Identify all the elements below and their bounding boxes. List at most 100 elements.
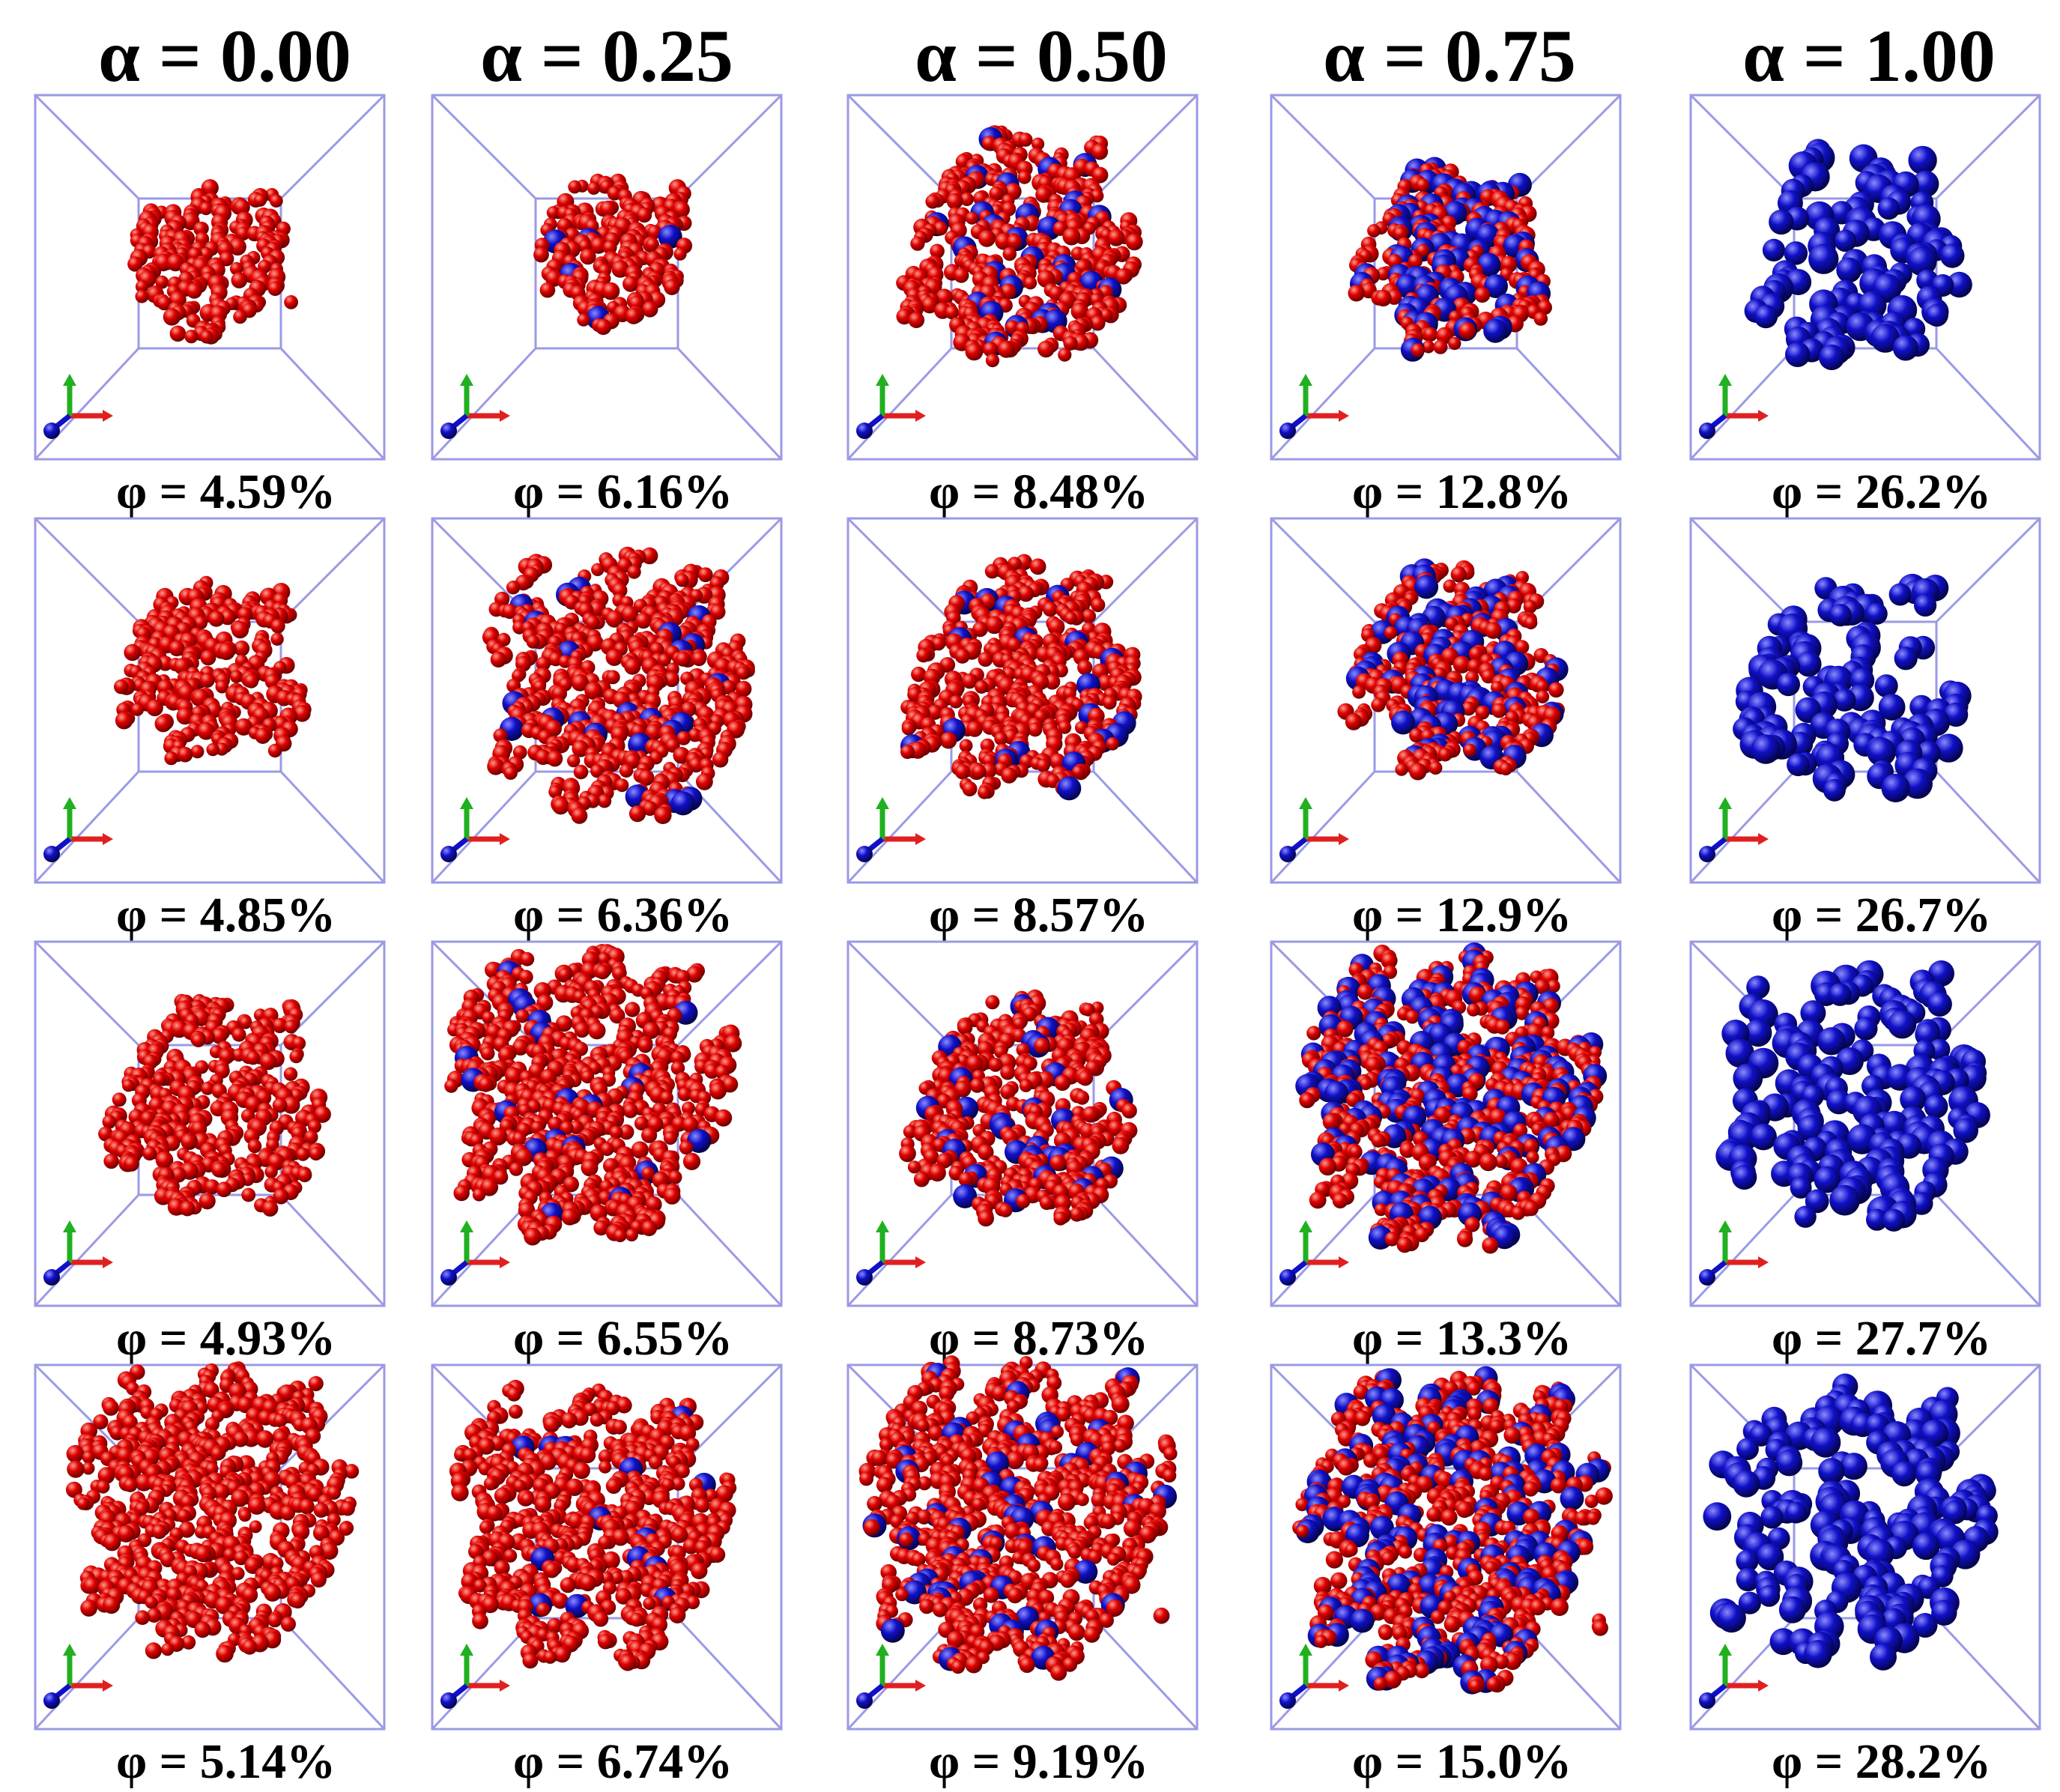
red-particle [478, 1077, 494, 1092]
red-particle [965, 342, 984, 361]
red-particle [556, 1015, 572, 1032]
red-particle [966, 1055, 984, 1073]
red-particle [253, 193, 267, 207]
particle-cluster [533, 173, 693, 336]
red-particle [1082, 1002, 1095, 1017]
red-particle [205, 1179, 220, 1195]
red-particle [1035, 186, 1052, 203]
red-particle [676, 730, 691, 745]
red-particle [112, 1092, 127, 1107]
red-particle [181, 1133, 197, 1150]
red-particle [1416, 178, 1430, 192]
red-particle [535, 749, 551, 765]
red-particle [1494, 1019, 1510, 1035]
red-particle [1062, 227, 1081, 246]
red-particle [957, 1020, 973, 1035]
red-particle [691, 651, 707, 667]
red-particle [296, 1147, 310, 1161]
red-particle [193, 616, 207, 630]
red-particle [899, 1145, 916, 1163]
red-particle [949, 694, 963, 709]
red-particle [155, 275, 169, 289]
blue-particle [1902, 768, 1933, 799]
red-particle [173, 658, 191, 675]
red-particle [709, 604, 726, 620]
red-particle [199, 673, 215, 688]
red-particle [1106, 736, 1120, 751]
red-particle [1409, 727, 1424, 743]
red-particle [1371, 697, 1386, 712]
red-particle [444, 1079, 458, 1093]
red-particle [526, 635, 540, 649]
red-particle [641, 301, 658, 318]
red-particle [1523, 600, 1537, 614]
red-particle [1515, 1006, 1529, 1020]
blue-particle [1939, 243, 1965, 268]
red-particle [289, 1050, 303, 1064]
red-particle [571, 673, 589, 691]
red-particle [509, 1162, 524, 1176]
red-particle [621, 605, 639, 623]
red-particle [179, 1200, 196, 1217]
red-particle [989, 186, 1004, 202]
red-particle [682, 1116, 699, 1133]
red-particle [234, 640, 250, 657]
red-particle [1422, 340, 1435, 354]
red-particle [201, 1082, 214, 1095]
red-particle [259, 1053, 277, 1071]
blue-particle [1943, 702, 1969, 727]
red-particle [1352, 685, 1366, 699]
red-particle [166, 254, 184, 272]
red-particle [561, 1208, 578, 1226]
red-particle [936, 1153, 952, 1169]
red-particle [246, 1050, 261, 1065]
red-particle [645, 724, 662, 741]
red-particle [978, 1210, 994, 1227]
red-particle [673, 247, 687, 261]
simulation-panel-r0-c0 [34, 94, 386, 461]
red-particle [1036, 758, 1050, 772]
red-particle [284, 295, 298, 309]
red-particle [489, 1127, 508, 1145]
blue-particle [1865, 602, 1888, 625]
blue-particle [1934, 733, 1963, 763]
red-particle [135, 289, 149, 303]
blue-particle [1787, 753, 1810, 777]
red-particle [272, 1017, 288, 1033]
blue-particle [1785, 342, 1811, 367]
red-particle [1049, 1154, 1067, 1172]
red-particle [552, 797, 569, 815]
red-particle [115, 712, 133, 730]
red-particle [1371, 1133, 1386, 1148]
red-particle [1535, 679, 1549, 693]
red-particle [670, 1061, 685, 1075]
red-particle [1429, 761, 1443, 775]
particle-cluster [896, 125, 1143, 368]
volume-fraction-label: φ = 12.8% [1352, 464, 1572, 519]
red-particle [640, 1220, 658, 1237]
particle-cluster [1295, 942, 1608, 1254]
red-particle [169, 325, 187, 342]
blue-particle [1769, 209, 1794, 235]
red-particle [1513, 1123, 1528, 1138]
red-particle [267, 281, 283, 296]
alpha-header-2: α = 0.50 [915, 14, 1168, 97]
axis-triad-icon [856, 797, 926, 862]
red-particle [1000, 1084, 1016, 1100]
red-particle [1001, 767, 1017, 784]
red-particle [515, 1009, 530, 1023]
red-particle [1107, 228, 1125, 246]
red-particle [536, 656, 551, 671]
red-particle [609, 1008, 625, 1024]
simulation-panel-r1-c3 [1270, 517, 1622, 884]
red-particle [560, 1121, 574, 1135]
red-particle [573, 764, 589, 780]
blue-particle [1784, 241, 1808, 265]
red-particle [503, 766, 518, 780]
red-particle [1336, 1020, 1354, 1038]
particle-cluster [127, 179, 298, 345]
simulation-panel-r1-c0 [34, 517, 386, 884]
volume-fraction-label: φ = 26.7% [1772, 888, 1992, 942]
red-particle [233, 199, 250, 216]
